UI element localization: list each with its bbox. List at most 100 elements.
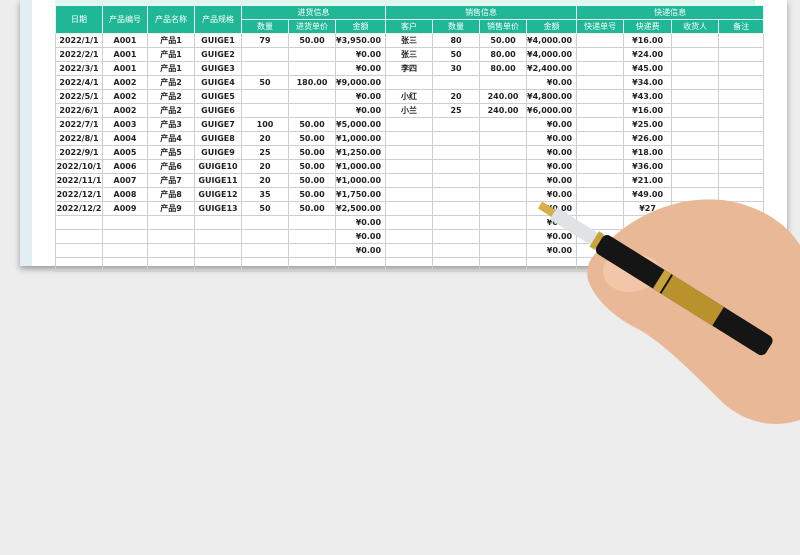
cell-sales-price[interactable]: [479, 145, 528, 160]
cell-fee[interactable]: ¥24.00: [623, 47, 673, 62]
cell-purchase-qty[interactable]: [241, 257, 289, 272]
cell-sales-price[interactable]: [479, 257, 528, 272]
cell-sales-price[interactable]: 80.00: [479, 47, 528, 62]
cell-fee[interactable]: ¥25.00: [623, 117, 673, 132]
cell-code[interactable]: [102, 215, 148, 230]
cell-purchase-amount[interactable]: ¥0.00: [334, 103, 387, 118]
cell-note[interactable]: [718, 159, 765, 174]
cell-purchase-price[interactable]: [288, 47, 336, 62]
cell-date[interactable]: 2022/4/1: [55, 75, 103, 90]
cell-code[interactable]: A004: [102, 131, 148, 146]
cell-sales-price[interactable]: [479, 229, 528, 244]
cell-fee[interactable]: ¥43.00: [623, 89, 673, 104]
cell-purchase-amount[interactable]: ¥2,500.00: [334, 201, 387, 216]
cell-customer[interactable]: [385, 243, 434, 258]
cell-purchase-amount[interactable]: ¥0.00: [334, 229, 387, 244]
cell-sales-price[interactable]: [479, 131, 528, 146]
cell-receiver[interactable]: [671, 187, 720, 202]
cell-spec[interactable]: GUIGE12: [194, 187, 242, 202]
cell-tracking[interactable]: [576, 159, 625, 174]
cell-purchase-qty[interactable]: [241, 103, 289, 118]
cell-tracking[interactable]: [576, 215, 625, 230]
cell-date[interactable]: 2022/3/1: [55, 61, 103, 76]
cell-note[interactable]: [718, 103, 765, 118]
cell-name[interactable]: 产品2: [147, 89, 195, 104]
cell-sales-amount[interactable]: ¥0.00: [526, 215, 578, 230]
cell-sales-amount[interactable]: ¥0.00: [526, 117, 578, 132]
cell-purchase-price[interactable]: 50.00: [288, 201, 336, 216]
cell-fee[interactable]: ¥45.00: [623, 61, 673, 76]
cell-date[interactable]: 2022/2/1: [55, 47, 103, 62]
cell-purchase-amount[interactable]: ¥0.00: [334, 89, 387, 104]
cell-date[interactable]: 2022/12/2: [55, 201, 103, 216]
cell-fee[interactable]: ¥16.00: [623, 33, 673, 48]
cell-code[interactable]: A005: [102, 145, 148, 160]
cell-sales-amount[interactable]: ¥6,000.00: [526, 103, 578, 118]
cell-sales-price[interactable]: [479, 117, 528, 132]
cell-purchase-price[interactable]: [288, 61, 336, 76]
cell-date[interactable]: 2022/9/1: [55, 145, 103, 160]
cell-receiver[interactable]: [671, 103, 720, 118]
cell-purchase-price[interactable]: 50.00: [288, 33, 336, 48]
cell-note[interactable]: [718, 173, 765, 188]
cell-purchase-qty[interactable]: 79: [241, 33, 289, 48]
cell-date[interactable]: [55, 215, 103, 230]
cell-sales-qty[interactable]: [432, 243, 481, 258]
cell-code[interactable]: A001: [102, 61, 148, 76]
cell-purchase-qty[interactable]: 20: [241, 131, 289, 146]
cell-code[interactable]: A007: [102, 173, 148, 188]
cell-spec[interactable]: GUIGE10: [194, 159, 242, 174]
cell-name[interactable]: [147, 229, 195, 244]
cell-note[interactable]: [718, 215, 765, 230]
cell-fee[interactable]: ¥16.00: [623, 103, 673, 118]
cell-name[interactable]: 产品7: [147, 173, 195, 188]
cell-spec[interactable]: GUIGE9: [194, 145, 242, 160]
cell-receiver[interactable]: [671, 33, 720, 48]
cell-receiver[interactable]: [671, 131, 720, 146]
cell-purchase-amount[interactable]: ¥9,000.00: [334, 75, 387, 90]
cell-purchase-qty[interactable]: [241, 89, 289, 104]
cell-note[interactable]: [718, 187, 765, 202]
cell-sales-price[interactable]: 50.00: [479, 33, 528, 48]
cell-date[interactable]: 2022/12/1: [55, 187, 103, 202]
cell-purchase-qty[interactable]: 20: [241, 173, 289, 188]
cell-fee[interactable]: ¥36.00: [623, 159, 673, 174]
cell-sales-amount[interactable]: ¥0.00: [526, 173, 578, 188]
cell-purchase-amount[interactable]: [334, 257, 387, 272]
cell-note[interactable]: [718, 47, 765, 62]
cell-sales-amount[interactable]: ¥2,400.00: [526, 61, 578, 76]
cell-purchase-qty[interactable]: 20: [241, 159, 289, 174]
cell-receiver[interactable]: [671, 201, 720, 216]
cell-name[interactable]: 产品8: [147, 187, 195, 202]
cell-purchase-price[interactable]: [288, 215, 336, 230]
cell-customer[interactable]: [385, 257, 434, 272]
cell-spec[interactable]: GUIGE4: [194, 75, 242, 90]
cell-purchase-qty[interactable]: [241, 243, 289, 258]
cell-code[interactable]: A002: [102, 89, 148, 104]
cell-sales-price[interactable]: [479, 173, 528, 188]
cell-receiver[interactable]: [671, 75, 720, 90]
cell-sales-amount[interactable]: ¥0.00: [526, 187, 578, 202]
cell-name[interactable]: 产品9: [147, 201, 195, 216]
cell-date[interactable]: 2022/10/1: [55, 159, 103, 174]
cell-note[interactable]: [718, 117, 765, 132]
cell-fee[interactable]: [623, 243, 673, 258]
cell-name[interactable]: 产品1: [147, 47, 195, 62]
cell-tracking[interactable]: [576, 61, 625, 76]
cell-date[interactable]: [55, 257, 103, 272]
cell-code[interactable]: A009: [102, 201, 148, 216]
cell-note[interactable]: [718, 145, 765, 160]
cell-purchase-price[interactable]: [288, 89, 336, 104]
cell-note[interactable]: [718, 33, 765, 48]
cell-sales-amount[interactable]: ¥0.00: [526, 201, 578, 216]
cell-sales-price[interactable]: 80.00: [479, 61, 528, 76]
cell-purchase-amount[interactable]: ¥1,000.00: [334, 173, 387, 188]
cell-customer[interactable]: [385, 117, 434, 132]
cell-sales-amount[interactable]: ¥0.00: [526, 243, 578, 258]
cell-receiver[interactable]: [671, 61, 720, 76]
cell-purchase-amount[interactable]: ¥1,250.00: [334, 145, 387, 160]
cell-fee[interactable]: ¥34.00: [623, 75, 673, 90]
cell-code[interactable]: [102, 243, 148, 258]
cell-purchase-amount[interactable]: ¥1,000.00: [334, 131, 387, 146]
cell-name[interactable]: [147, 243, 195, 258]
